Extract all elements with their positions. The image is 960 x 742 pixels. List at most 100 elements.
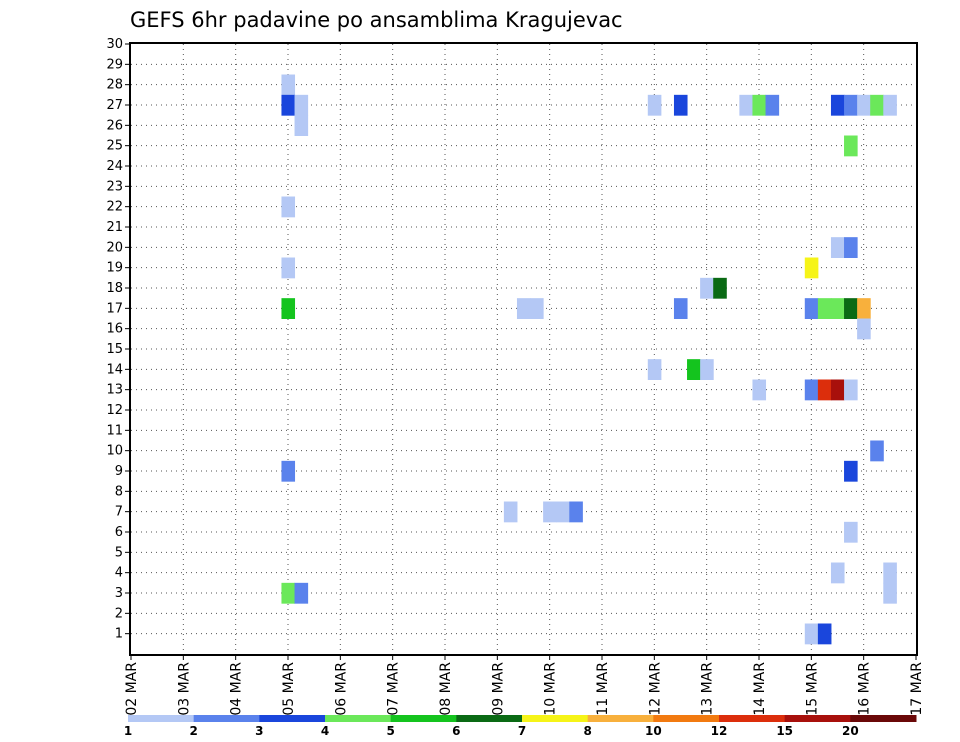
- colorbar-swatch: [587, 715, 654, 722]
- x-tick-label: 08 MAR: [438, 662, 454, 716]
- y-tick-label: 14: [106, 362, 123, 377]
- y-tick-label: 10: [106, 444, 123, 459]
- y-tick-label: 16: [106, 322, 123, 337]
- colorbar-label: 20: [842, 724, 859, 738]
- precip-cell: [294, 94, 309, 116]
- colorbar-swatch: [784, 715, 851, 722]
- y-tick-label: 6: [115, 525, 123, 540]
- y-tick-label: 12: [106, 403, 123, 418]
- precip-cell: [673, 298, 688, 319]
- precip-cell: [804, 379, 819, 401]
- y-tick-label: 7: [115, 505, 123, 520]
- grid-lines: [131, 44, 916, 654]
- precip-cell: [647, 94, 662, 116]
- y-tick-label: 24: [106, 159, 123, 174]
- precip-cell: [739, 94, 753, 116]
- precip-cell: [804, 623, 819, 645]
- precip-cell: [844, 237, 858, 258]
- x-tick-label: 03 MAR: [176, 662, 192, 716]
- precip-cell: [883, 582, 897, 604]
- y-tick-label: 23: [106, 179, 123, 194]
- precip-cell: [281, 94, 296, 116]
- colorbar-legend: 1 2 3 4 5 6 7 8 10 12 15 20: [124, 715, 917, 738]
- plot-frame: [129, 42, 918, 656]
- precip-cell: [530, 298, 544, 319]
- y-tick-label: 27: [106, 98, 123, 113]
- y-tick-label: 4: [115, 566, 123, 581]
- colorbar-label: 12: [711, 724, 728, 738]
- precip-cell: [543, 501, 557, 523]
- x-tick-label: 06 MAR: [333, 662, 349, 716]
- y-tick-label: 22: [106, 200, 123, 215]
- precip-cell: [765, 94, 780, 116]
- y-tick-label: 17: [106, 301, 123, 316]
- x-tick-label: 07 MAR: [386, 662, 402, 716]
- y-tick-label: 25: [106, 139, 123, 154]
- chart-title: GEFS 6hr padavine po ansamblima Kragujev…: [130, 8, 623, 32]
- colorbar-label: 8: [583, 724, 591, 738]
- precip-cell: [830, 298, 845, 319]
- x-tick-label: 16 MAR: [857, 662, 873, 716]
- precip-cell: [700, 359, 714, 380]
- colorbar-swatch: [193, 715, 260, 722]
- x-tick-label: 12 MAR: [647, 662, 663, 716]
- precip-cell: [281, 582, 296, 604]
- x-tick-label: 05 MAR: [281, 662, 297, 716]
- colorbar-label: 3: [255, 724, 263, 738]
- colorbar-label: 5: [386, 724, 394, 738]
- colorbar-label: 4: [321, 724, 329, 738]
- y-tick-label: 26: [106, 118, 123, 133]
- colorbar-swatch: [128, 715, 195, 722]
- precip-cell: [844, 135, 858, 157]
- precip-cell: [281, 257, 296, 279]
- x-tick-label: 13 MAR: [700, 662, 716, 716]
- y-tick-label: 15: [106, 342, 123, 357]
- precip-cell: [817, 623, 832, 645]
- y-tick-label: 20: [106, 240, 123, 255]
- y-tick-label: 5: [115, 545, 123, 560]
- colorbar-swatch: [653, 715, 720, 722]
- y-tick-label: 3: [115, 586, 123, 601]
- precip-cell: [569, 501, 583, 523]
- y-tick-label: 18: [106, 281, 123, 296]
- precip-cell: [883, 562, 897, 584]
- precip-cell: [870, 440, 884, 462]
- colorbar-swatch: [259, 715, 326, 722]
- precip-cell: [830, 237, 845, 258]
- y-tick-label: 9: [115, 464, 123, 479]
- colorbar-swatch: [522, 715, 589, 722]
- y-tick-label: 2: [115, 606, 123, 621]
- precip-cell: [857, 298, 871, 319]
- precip-cell: [647, 359, 662, 380]
- y-tick-label: 30: [106, 37, 123, 52]
- y-tick-label: 28: [106, 78, 123, 93]
- x-tick-label: 11 MAR: [595, 662, 611, 716]
- precip-cell: [516, 298, 531, 319]
- precip-cell: [673, 94, 688, 116]
- precip-cell: [830, 562, 845, 584]
- precip-cell: [844, 379, 858, 401]
- precip-cell: [281, 460, 296, 482]
- precip-cell: [844, 521, 858, 543]
- x-tick-label: 17 MAR: [909, 662, 925, 716]
- colorbar-swatch: [390, 715, 457, 722]
- precip-cell: [817, 298, 832, 319]
- x-tick-label: 10 MAR: [543, 662, 559, 716]
- colorbar-label: 1: [124, 724, 132, 738]
- x-tick-label: 02 MAR: [124, 662, 140, 716]
- precip-cell: [844, 298, 858, 319]
- colorbar-label: 6: [452, 724, 460, 738]
- x-axis: 02 MAR 03 MAR 04 MAR 05 MAR 06 MAR 07 MAR 08 M…: [124, 654, 925, 716]
- precip-cell: [857, 94, 871, 116]
- y-tick-label: 11: [106, 423, 123, 438]
- colorbar-swatch: [325, 715, 392, 722]
- precip-cell: [700, 277, 714, 299]
- precip-cell: [844, 460, 858, 482]
- y-tick-label: 21: [106, 220, 123, 235]
- precip-cell: [870, 94, 884, 116]
- precip-cell: [713, 277, 727, 299]
- precip-cell: [281, 298, 296, 319]
- precip-cell: [752, 94, 767, 116]
- colorbar-label: 15: [776, 724, 793, 738]
